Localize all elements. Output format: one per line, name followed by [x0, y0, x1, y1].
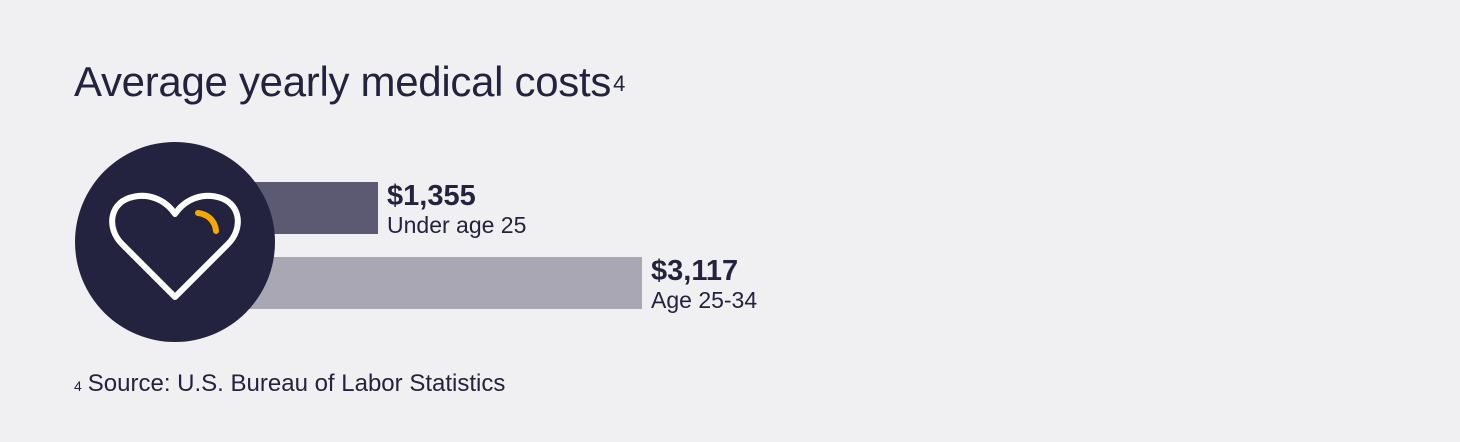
- bar-value-label-2: $3,117: [651, 255, 738, 287]
- footnote-text: Source: U.S. Bureau of Labor Statistics: [87, 370, 506, 397]
- bar-value-label-1: $1,355: [387, 180, 476, 212]
- heart-icon-accent: [195, 210, 219, 234]
- bar-category-label-2: Age 25-34: [651, 287, 757, 313]
- chart-title: Average yearly medical costs4: [74, 58, 625, 106]
- heart-icon-badge: [75, 142, 275, 342]
- chart-title-text: Average yearly medical costs: [74, 58, 612, 105]
- source-footnote: 4 Source: U.S. Bureau of Labor Statistics: [74, 370, 505, 398]
- footnote-marker: 4: [74, 378, 82, 394]
- title-footnote-marker: 4: [613, 71, 626, 96]
- bar-category-label-1: Under age 25: [387, 212, 526, 238]
- icon-circle: [75, 142, 275, 342]
- heart-icon: [109, 192, 241, 300]
